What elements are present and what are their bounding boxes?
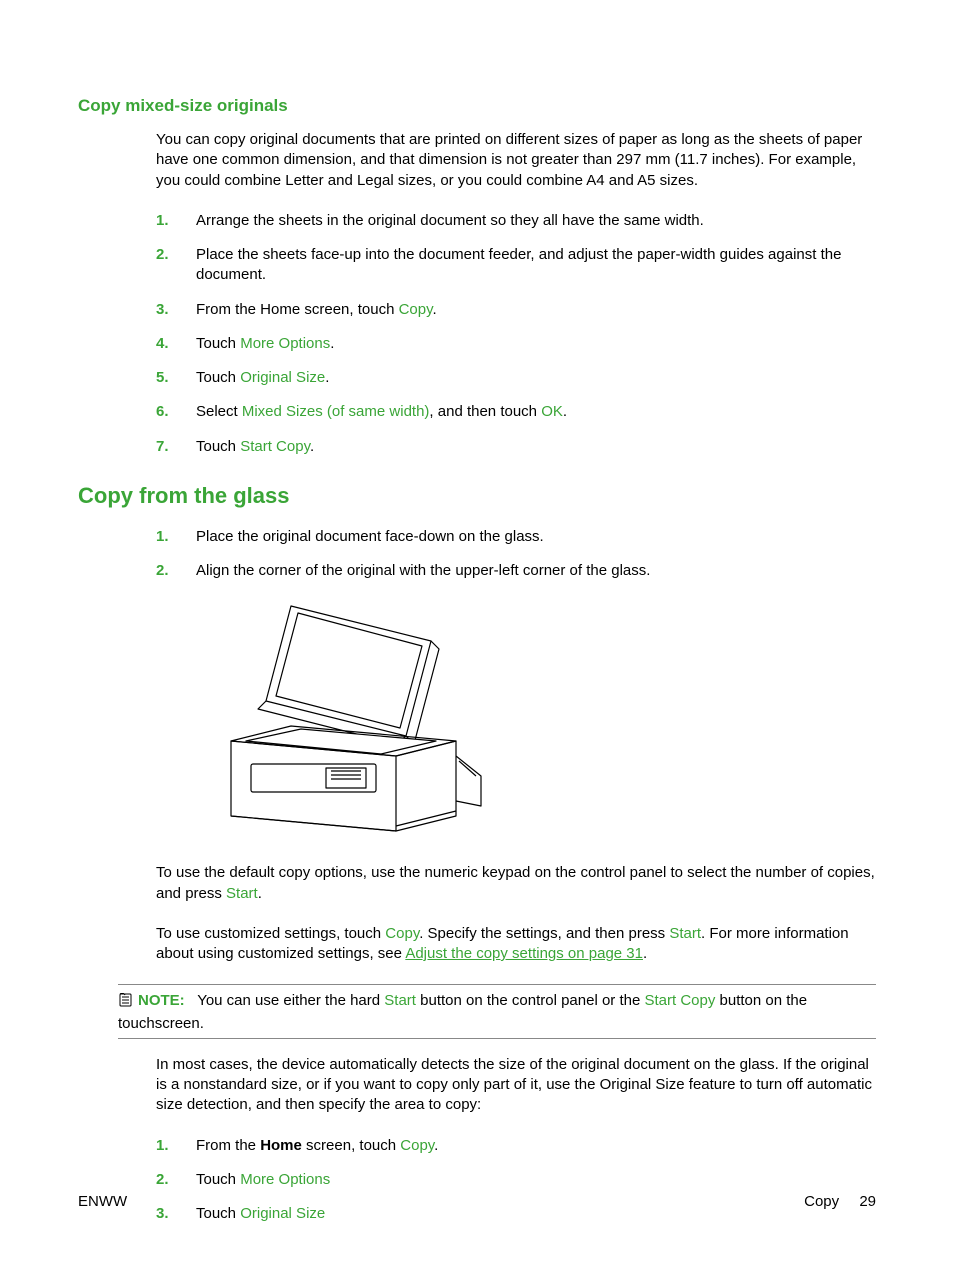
footer-section-label: Copy: [804, 1193, 839, 1210]
steps-list-2: Place the original document face-down on…: [156, 527, 876, 582]
ui-label: Start: [384, 992, 416, 1009]
link-adjust-copy-settings[interactable]: Adjust the copy settings on page 31: [405, 945, 643, 962]
step-item: Touch More Options.: [156, 334, 876, 354]
page-footer: ENWW Copy 29: [78, 1193, 876, 1210]
steps-list-1: Arrange the sheets in the original docum…: [156, 211, 876, 457]
step-item: Place the sheets face-up into the docume…: [156, 245, 876, 286]
step-text: From the Home screen, touch: [196, 301, 399, 318]
footer-left: ENWW: [78, 1193, 127, 1210]
heading-copy-from-glass: Copy from the glass: [78, 483, 876, 509]
step-item: Place the original document face-down on…: [156, 527, 876, 547]
step-text: From the: [196, 1137, 260, 1154]
scanner-illustration: [196, 601, 486, 841]
note-block: NOTE: You can use either the hard Start …: [118, 984, 876, 1039]
ui-label: Start: [669, 925, 701, 942]
step-text: Place the original document face-down on…: [196, 528, 544, 545]
step-text: Touch: [196, 335, 240, 352]
ui-label: Start Copy: [240, 438, 310, 455]
step-text: .: [563, 403, 567, 420]
paragraph-custom-settings: To use customized settings, touch Copy. …: [156, 924, 876, 965]
note-text: You can use either the hard: [197, 992, 384, 1009]
intro-paragraph: You can copy original documents that are…: [156, 130, 876, 191]
ui-label: Copy: [385, 925, 419, 942]
step-text: Touch: [196, 1171, 240, 1188]
step-text: Select: [196, 403, 242, 420]
step-text: .: [325, 369, 329, 386]
steps-list-3: From the Home screen, touch Copy. Touch …: [156, 1136, 876, 1225]
paragraph-text: . Specify the settings, and then press: [419, 925, 669, 942]
step-text: Touch: [196, 369, 240, 386]
ui-label: More Options: [240, 1171, 330, 1188]
note-label: NOTE:: [138, 992, 185, 1009]
step-item: Touch More Options: [156, 1170, 876, 1190]
ui-label: Mixed Sizes (of same width): [242, 403, 430, 420]
step-item: From the Home screen, touch Copy.: [156, 300, 876, 320]
ui-label: OK: [541, 403, 563, 420]
paragraph-auto-detect: In most cases, the device automatically …: [156, 1055, 876, 1116]
step-item: Align the corner of the original with th…: [156, 561, 876, 581]
step-text: Arrange the sheets in the original docum…: [196, 212, 704, 229]
ui-label: Copy: [399, 301, 433, 318]
page-number: 29: [859, 1193, 876, 1210]
note-text: button on the control panel or the: [416, 992, 645, 1009]
step-text: .: [310, 438, 314, 455]
paragraph-text: .: [258, 885, 262, 902]
step-item: Touch Start Copy.: [156, 437, 876, 457]
ui-label: More Options: [240, 335, 330, 352]
ui-label: Start: [226, 885, 258, 902]
paragraph-default-options: To use the default copy options, use the…: [156, 863, 876, 904]
step-item: From the Home screen, touch Copy.: [156, 1136, 876, 1156]
step-text: Place the sheets face-up into the docume…: [196, 246, 841, 283]
step-text: .: [434, 1137, 438, 1154]
footer-right: Copy 29: [804, 1193, 876, 1210]
step-item: Arrange the sheets in the original docum…: [156, 211, 876, 231]
step-text: .: [330, 335, 334, 352]
step-item: Touch Original Size.: [156, 368, 876, 388]
step-item: Select Mixed Sizes (of same width), and …: [156, 402, 876, 422]
step-text: .: [433, 301, 437, 318]
paragraph-text: .: [643, 945, 647, 962]
heading-copy-mixed-size: Copy mixed-size originals: [78, 96, 876, 116]
ui-label: Original Size: [240, 369, 325, 386]
step-text: , and then touch: [429, 403, 541, 420]
note-icon: [118, 993, 134, 1013]
ui-label: Start Copy: [644, 992, 715, 1009]
step-text: screen, touch: [302, 1137, 400, 1154]
step-text: Touch: [196, 438, 240, 455]
paragraph-text: To use customized settings, touch: [156, 925, 385, 942]
ui-label: Copy: [400, 1137, 434, 1154]
step-text: Align the corner of the original with th…: [196, 562, 650, 579]
paragraph-text: To use the default copy options, use the…: [156, 864, 875, 901]
bold-text: Home: [260, 1137, 302, 1154]
